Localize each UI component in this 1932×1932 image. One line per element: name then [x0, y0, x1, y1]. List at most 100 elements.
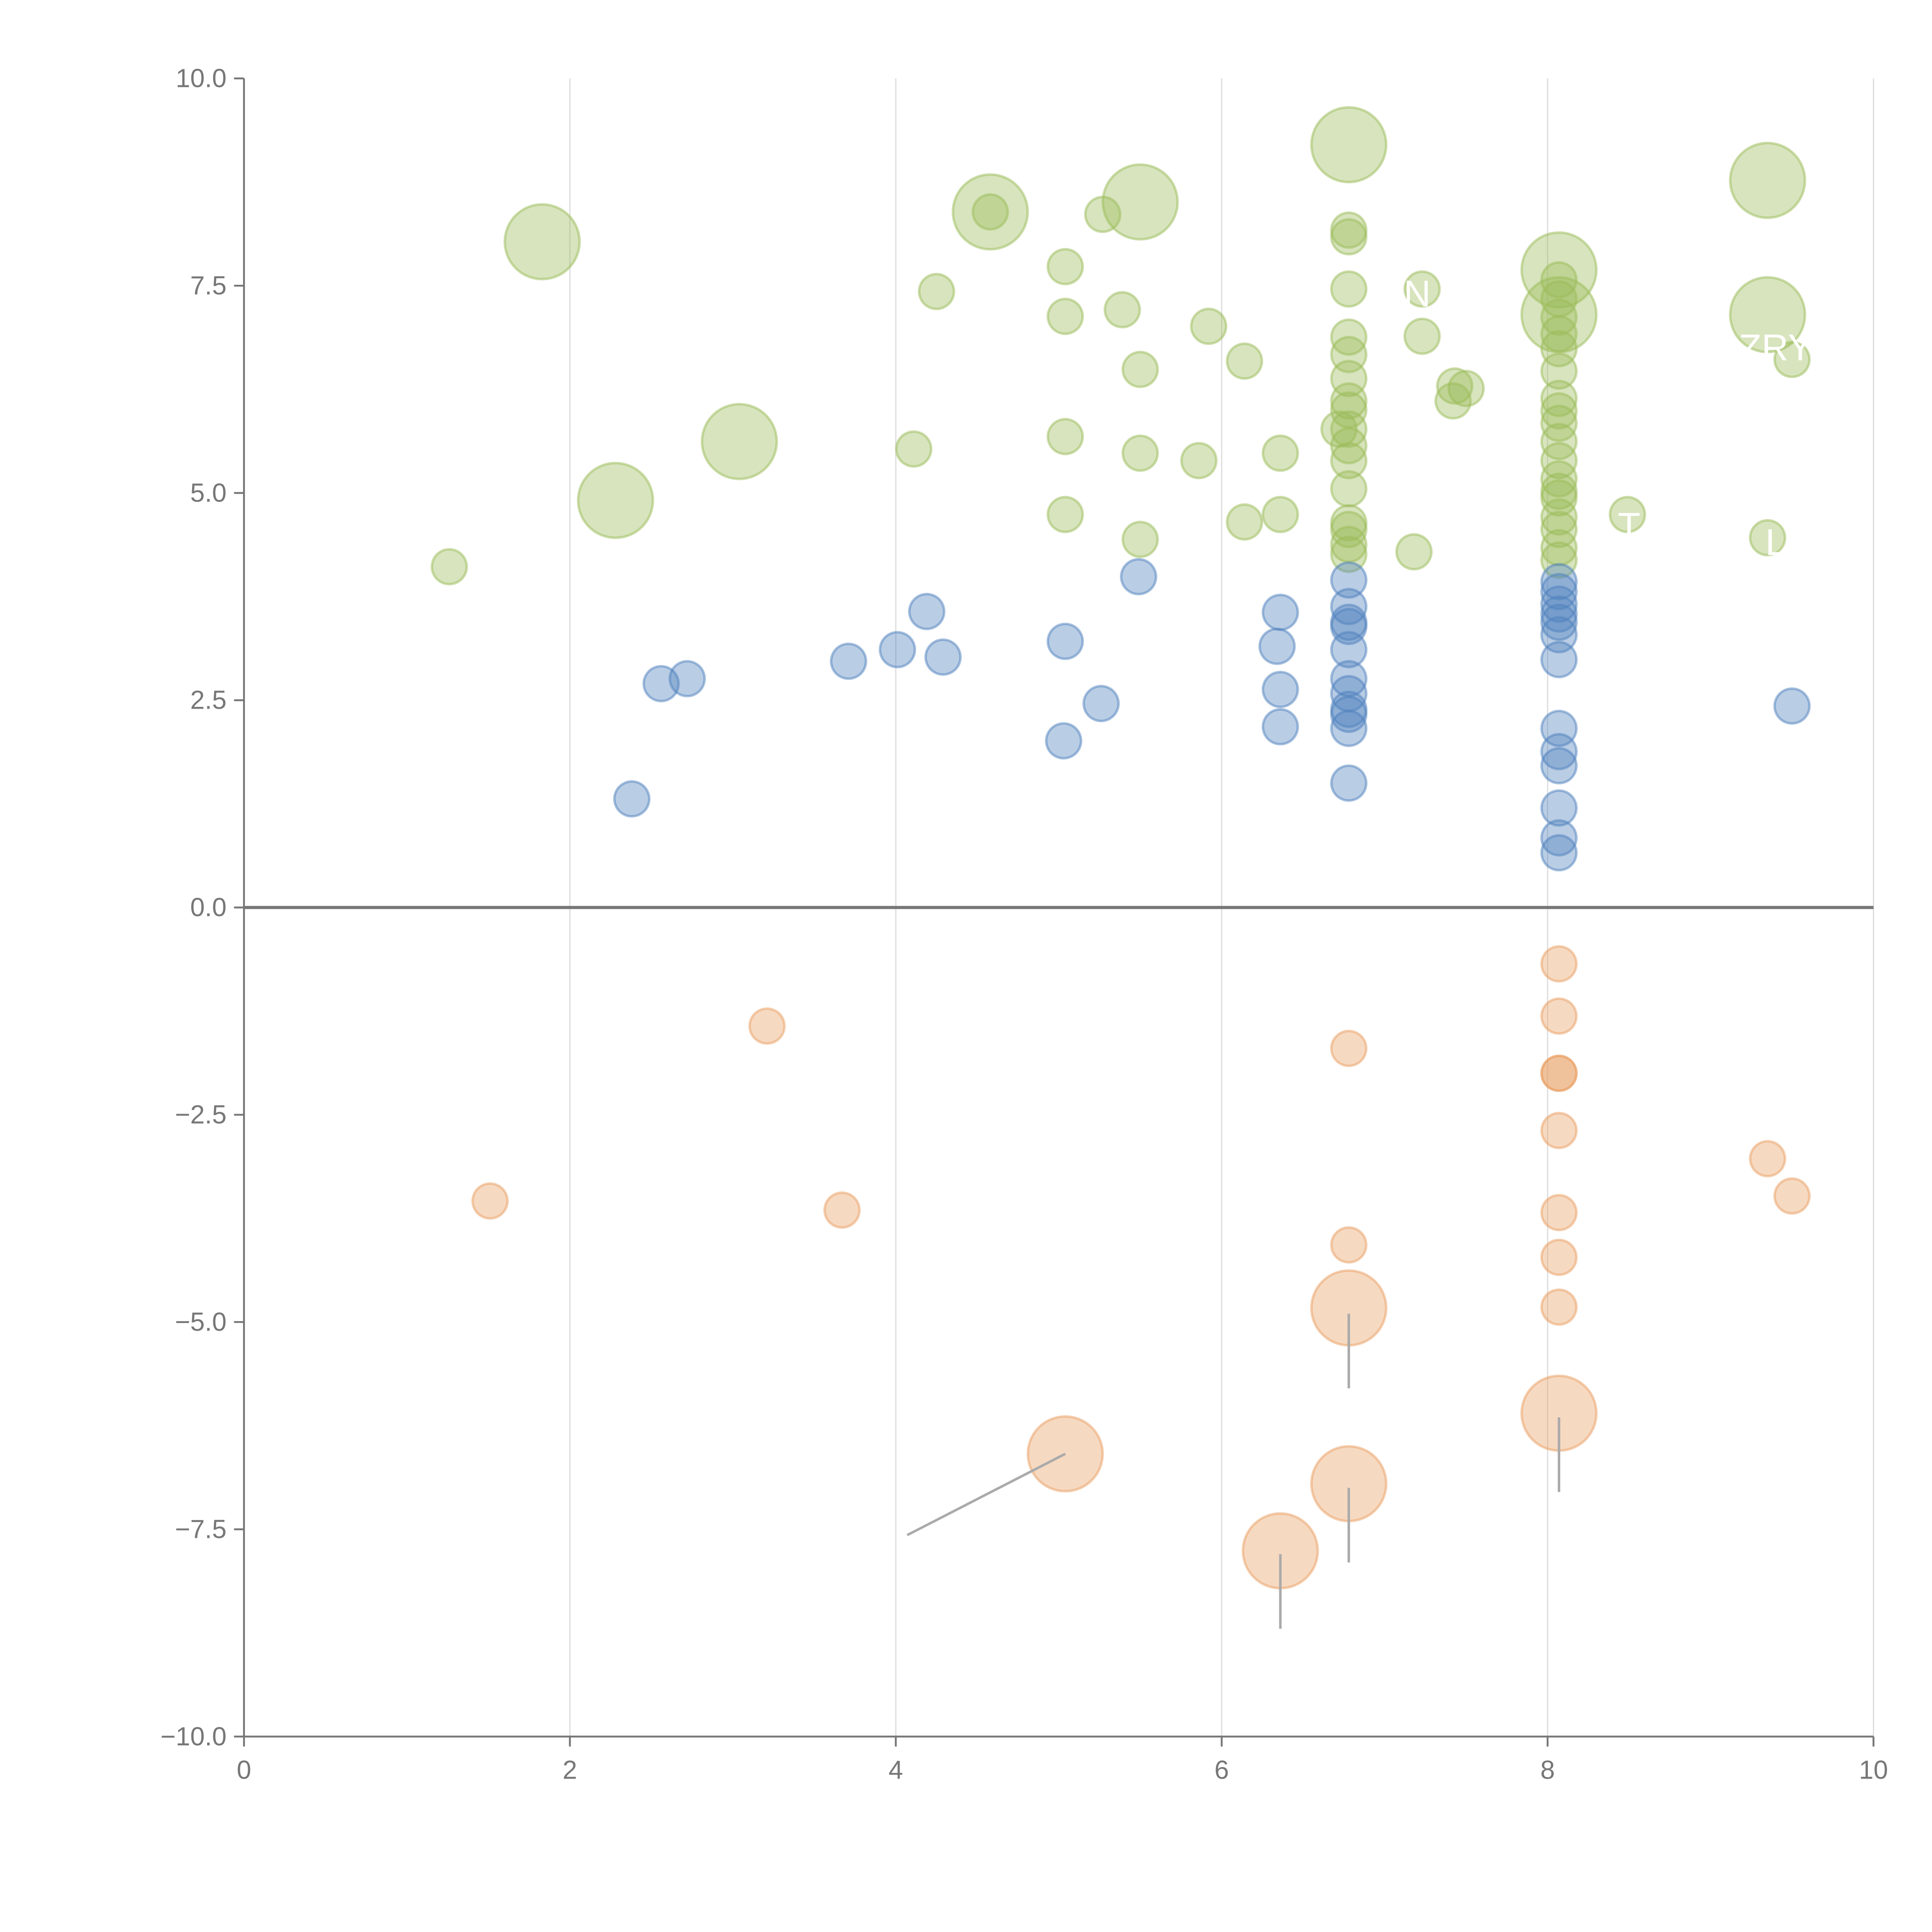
- data-point-green: [918, 273, 956, 310]
- data-point-green: [1609, 496, 1646, 533]
- data-point-blue: [1540, 641, 1578, 679]
- data-point-green: [503, 203, 581, 281]
- data-point-blue: [1330, 631, 1367, 668]
- data-point-orange: [1330, 1030, 1367, 1067]
- data-point-blue: [1540, 747, 1578, 785]
- data-point-green: [1046, 496, 1084, 533]
- data-point-green: [1520, 231, 1598, 309]
- x-tick-label: 6: [1214, 1756, 1229, 1785]
- data-point-blue: [830, 643, 867, 680]
- data-point-blue: [1262, 670, 1299, 708]
- data-point-blue: [1540, 604, 1578, 641]
- data-point-orange: [1540, 997, 1578, 1035]
- data-point-green: [1104, 291, 1141, 328]
- x-tick-label: 4: [888, 1756, 903, 1785]
- data-point-blue: [1330, 696, 1367, 733]
- data-point-green: [971, 193, 1009, 231]
- x-tick-label: 8: [1540, 1756, 1555, 1785]
- data-point-green: [1729, 141, 1806, 219]
- data-point-green: [1540, 330, 1578, 367]
- data-point-orange: [471, 1182, 509, 1220]
- data-point-green: [1101, 163, 1179, 241]
- data-point-green: [1436, 367, 1474, 405]
- y-tick-label: 7.5: [190, 271, 226, 300]
- point-label: ZRY: [1739, 327, 1813, 369]
- data-point-orange: [823, 1191, 861, 1229]
- data-point-orange: [1540, 1194, 1578, 1231]
- data-point-blue: [1773, 687, 1811, 725]
- data-point-blue: [668, 660, 706, 697]
- y-tick-label: −5.0: [175, 1308, 227, 1337]
- point-label: T: [1617, 505, 1640, 547]
- data-point-orange: [1749, 1140, 1786, 1178]
- data-point-green: [1121, 520, 1159, 558]
- data-point-green: [1540, 479, 1578, 517]
- data-point-green: [951, 173, 1029, 251]
- data-point-green: [1262, 434, 1299, 472]
- data-point-orange: [1330, 1226, 1367, 1264]
- data-point-blue: [1262, 594, 1299, 631]
- data-point-blue: [1540, 834, 1578, 872]
- point-label: L: [1765, 522, 1786, 563]
- data-point-blue: [908, 593, 946, 630]
- data-point-blue: [1330, 588, 1367, 626]
- data-point-blue: [1262, 708, 1299, 746]
- data-point-green: [430, 548, 468, 586]
- data-point-green: [1330, 470, 1367, 508]
- data-point-green: [1121, 434, 1159, 472]
- data-point-green: [1330, 360, 1367, 398]
- y-tick-label: −7.5: [175, 1515, 227, 1544]
- data-point-green: [1330, 270, 1367, 308]
- data-point-blue: [1540, 733, 1578, 770]
- data-point-green: [1540, 352, 1578, 390]
- leader-line: [906, 1452, 1066, 1536]
- data-point-blue: [613, 780, 651, 818]
- data-point-blue: [1330, 561, 1367, 599]
- data-point-green: [1403, 317, 1441, 355]
- data-point-orange: [1540, 945, 1578, 983]
- data-point-green: [1540, 392, 1578, 430]
- data-point-green: [1320, 410, 1358, 448]
- data-point-green: [1046, 298, 1084, 335]
- data-point-blue: [1330, 709, 1367, 747]
- data-point-green: [1540, 498, 1578, 536]
- y-tick-label: −2.5: [175, 1100, 227, 1129]
- data-point-blue: [1120, 558, 1157, 595]
- data-point-blue: [879, 631, 916, 668]
- data-points: [430, 106, 1811, 1590]
- y-tick-label: 5.0: [190, 478, 226, 507]
- data-point-green: [1773, 341, 1811, 378]
- data-point-orange: [748, 1007, 786, 1045]
- data-point-green: [1540, 460, 1578, 498]
- data-point-green: [1046, 248, 1084, 286]
- data-point-blue: [1540, 595, 1578, 633]
- data-point-green: [1330, 218, 1367, 256]
- data-point-green: [1395, 533, 1433, 571]
- data-point-green: [1540, 423, 1578, 461]
- axes: 0 2 4 6 8 10 10.0 7.5 5.0 2.5 0.0 −2.5 −5.0 −7.5 −10.0: [160, 64, 1888, 1785]
- data-point-blue: [1082, 685, 1120, 723]
- data-point-blue: [1540, 819, 1578, 857]
- data-point-orange: [1540, 1288, 1578, 1326]
- x-tick-label: 10: [1859, 1756, 1888, 1785]
- data-point-green: [1190, 308, 1228, 345]
- y-tick-label: 0.0: [190, 893, 226, 922]
- x-tick-label: 0: [237, 1756, 252, 1785]
- data-point-green: [1540, 315, 1578, 353]
- data-point-blue: [1330, 764, 1367, 802]
- data-point-blue: [1540, 789, 1578, 827]
- data-point-orange: [1540, 1238, 1578, 1276]
- data-point-green: [1330, 536, 1367, 573]
- data-point-green: [895, 430, 933, 468]
- data-point-green: [1180, 442, 1218, 480]
- data-point-blue: [1540, 563, 1578, 600]
- data-point-green: [1447, 370, 1485, 407]
- data-point-orange: [1540, 1054, 1578, 1092]
- data-point-green: [1540, 541, 1578, 579]
- data-point-green: [1121, 350, 1159, 388]
- y-tick-label: −10.0: [160, 1722, 226, 1751]
- data-point-orange: [1773, 1177, 1811, 1215]
- data-point-blue: [924, 638, 962, 676]
- data-point-green: [1540, 261, 1578, 299]
